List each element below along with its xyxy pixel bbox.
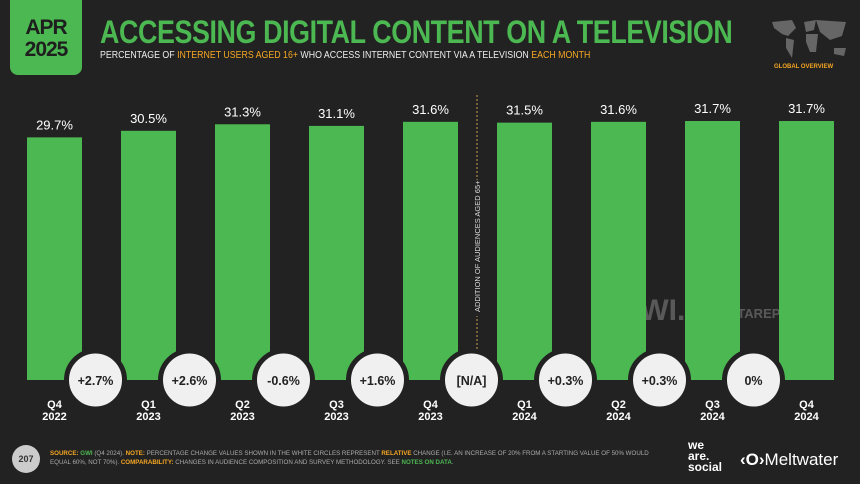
category-quarter: Q1 [141,399,156,411]
change-circle [628,348,691,412]
footer-text: CHANGES IN AUDIENCE COMPOSITION AND SURV… [175,459,402,466]
page-number: 207 [12,445,40,473]
change-circle [346,348,409,412]
category-year: 2024 [794,411,819,423]
subtitle-part: PERCENTAGE OF [100,50,178,61]
bar [215,124,270,381]
subtitle-highlight: EACH MONTH [531,50,591,61]
bar [121,130,176,380]
subtitle-part: WHO ACCESS INTERNET CONTENT VIA A TELEVI… [297,50,532,61]
data-label: 31.6% [412,102,449,117]
meltwater-logo: ‹O›Meltwater [740,450,839,469]
change-circle [440,348,503,412]
subtitle: PERCENTAGE OF INTERNET USERS AGED 16+ WH… [100,50,590,61]
bar [497,122,552,381]
footer-text: (Q4 2024). [92,450,126,457]
date-badge: APR 2025 [10,0,82,75]
change-value: +2.7% [78,374,114,388]
category-year: 2024 [512,411,537,423]
category-quarter: Q4 [423,399,439,411]
category-quarter: Q3 [329,399,344,411]
category-year: 2022 [42,411,66,423]
change-value: 0% [744,374,762,388]
data-label: 29.7% [36,117,73,132]
annotation: ADDITION OF AUDIENCES AGED 65+ [473,180,482,312]
footer-text: . [451,459,454,466]
change-circle [534,348,597,412]
change-value: +2.6% [172,374,208,388]
data-label: 31.1% [318,106,355,121]
category-quarter: Q2 [611,399,626,411]
year: 2025 [24,38,69,61]
subtitle-highlight: INTERNET USERS AGED 16+ [177,50,298,61]
footer-text: COMPARABILITY: [120,459,176,466]
category-year: 2023 [418,411,442,423]
change-value: +1.6% [360,374,396,388]
footer-text: RELATIVE [381,450,412,457]
category-quarter: Q4 [47,399,63,411]
we-are-social-logo: we are. social [688,438,723,474]
change-circle [64,348,127,412]
annotation-backdrop [472,180,482,316]
footer-text: NOTE: [125,450,147,457]
change-circle [722,348,785,412]
change-circle [252,348,315,412]
bar-chart: 29.7%Q4202230.5%Q1202331.3%Q2202331.1%Q3… [27,95,834,423]
footer-text: SOURCE: [50,450,81,457]
data-label: 31.7% [694,101,731,116]
region-label: GLOBAL OVERVIEW [774,64,834,70]
change-circle [158,348,221,412]
page-title: ACCESSING DIGITAL CONTENT ON A TELEVISIO… [100,14,733,50]
change-value: +0.3% [548,374,584,388]
bar [779,121,834,381]
change-value: -0.6% [267,374,300,388]
footer-note: SOURCE: GWI (Q4 2024). NOTE: PERCENTAGE … [50,449,670,467]
bar [591,121,646,380]
footer-text: PERCENTAGE CHANGE VALUES SHOWN IN THE WH… [146,450,382,457]
data-label: 30.5% [130,111,167,126]
category-year: 2023 [324,411,348,423]
bar [309,125,364,381]
change-value: +0.3% [642,374,678,388]
category-year: 2024 [700,411,725,423]
data-label: 31.3% [224,104,261,119]
category-quarter: Q3 [705,399,720,411]
notes-on-data-link[interactable]: NOTES ON DATA [401,459,452,466]
bar [685,121,740,381]
bar [403,121,458,380]
data-label: 31.7% [788,101,825,116]
bar [27,137,82,380]
category-quarter: Q2 [235,399,250,411]
category-year: 2023 [136,411,160,423]
data-label: 31.6% [600,102,637,117]
meltwater-text: Meltwater [764,450,839,469]
month: APR [25,16,67,39]
footer-text: CHANGE (I.E. AN INCREASE OF 20% FROM A S… [50,450,649,466]
category-year: 2024 [606,411,631,423]
category-quarter: Q4 [799,399,815,411]
change-value: [N/A] [457,374,487,388]
category-quarter: Q1 [517,399,532,411]
world-map-icon [772,20,846,58]
footer-text: GWI [80,450,93,457]
category-year: 2023 [230,411,254,423]
data-label: 31.5% [506,103,543,118]
